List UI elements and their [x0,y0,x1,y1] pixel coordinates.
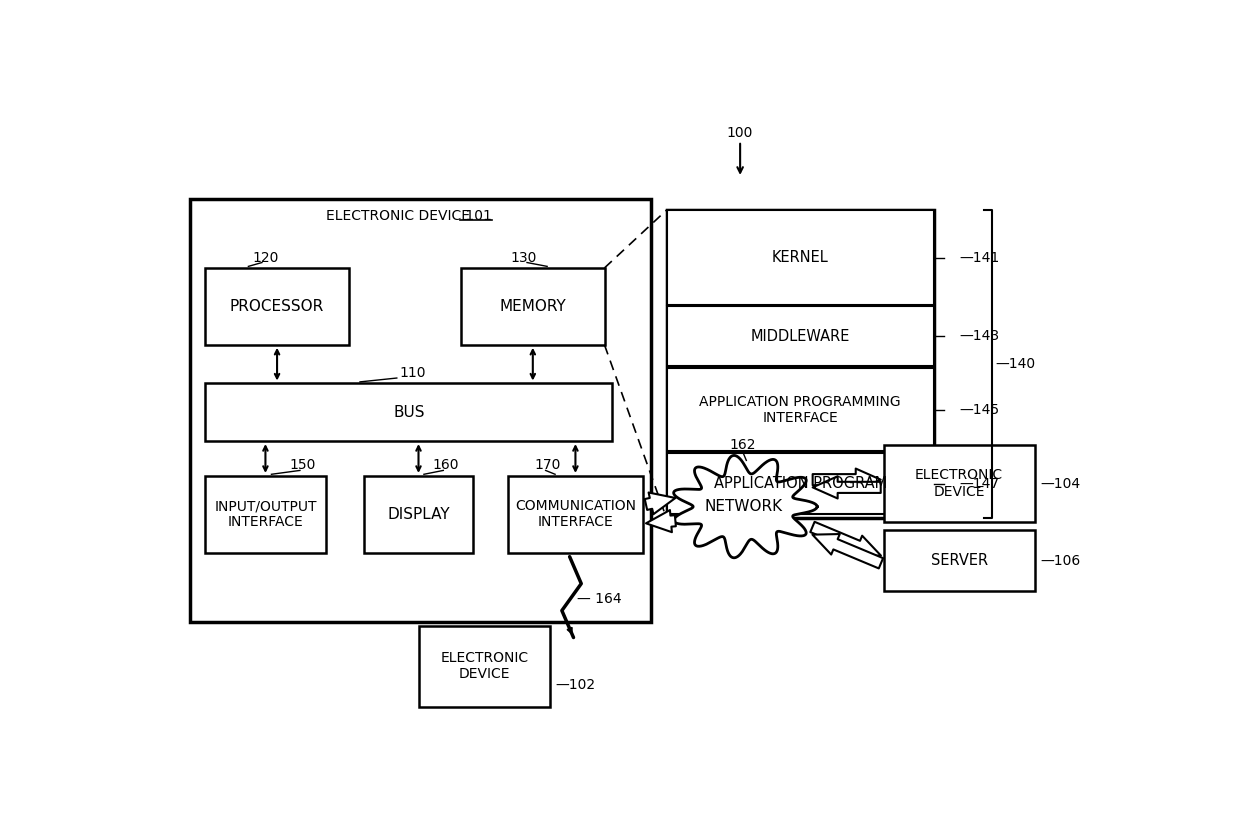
Text: 110: 110 [399,366,425,380]
FancyArrowPatch shape [812,534,883,568]
Text: KERNEL: KERNEL [771,250,828,265]
Text: MIDDLEWARE: MIDDLEWARE [750,329,849,344]
Text: PROCESSOR: PROCESSOR [229,299,324,314]
Bar [667,210,934,305]
Bar [419,626,551,707]
Text: COMMUNICATION
INTERFACE: COMMUNICATION INTERFACE [515,499,636,530]
Text: 130: 130 [510,251,537,265]
Text: 150: 150 [289,458,315,472]
Text: SERVER: SERVER [930,553,987,568]
Text: 170: 170 [534,458,562,472]
Text: 100: 100 [727,126,754,140]
Bar [883,530,1034,591]
Text: 101: 101 [461,209,492,222]
Text: 162: 162 [729,438,755,452]
Bar [667,368,934,452]
Text: 160: 160 [433,458,459,472]
Text: —102: —102 [556,678,595,692]
Text: APPLICATION PROGRAM: APPLICATION PROGRAM [714,476,887,491]
Bar [667,452,934,514]
Text: —145: —145 [960,402,999,416]
Bar [206,383,613,441]
Text: MEMORY: MEMORY [500,299,567,314]
Text: —147: —147 [960,476,999,490]
Text: 120: 120 [253,251,279,265]
Text: INPUT/OUTPUT
INTERFACE: INPUT/OUTPUT INTERFACE [215,499,316,530]
Bar [365,476,472,553]
FancyArrowPatch shape [812,476,880,498]
FancyArrowPatch shape [810,522,880,556]
Bar [461,268,605,345]
Polygon shape [673,456,817,557]
Text: APPLICATION PROGRAMMING
INTERFACE: APPLICATION PROGRAMMING INTERFACE [699,395,901,424]
Bar [190,199,651,622]
Text: —141: —141 [960,250,999,264]
FancyArrowPatch shape [646,510,676,532]
Text: —143: —143 [960,329,999,343]
Text: ELECTRONIC DEVICE: ELECTRONIC DEVICE [325,209,470,222]
FancyArrowPatch shape [812,469,880,491]
Bar [206,268,348,345]
Bar [206,476,325,553]
Text: ELECTRONIC
DEVICE: ELECTRONIC DEVICE [915,469,1003,498]
Bar [883,445,1034,522]
Text: —106: —106 [1040,553,1080,567]
Text: DISPLAY: DISPLAY [387,507,450,522]
Text: ELECTRONIC
DEVICE: ELECTRONIC DEVICE [440,651,528,681]
Text: —104: —104 [1040,476,1080,490]
Bar [667,210,934,518]
Text: BUS: BUS [393,405,424,420]
Bar [507,476,644,553]
FancyArrowPatch shape [645,493,676,514]
Text: NETWORK: NETWORK [704,499,784,514]
Bar [667,306,934,366]
Text: —140: —140 [996,357,1035,371]
Text: — 164: — 164 [578,592,622,606]
